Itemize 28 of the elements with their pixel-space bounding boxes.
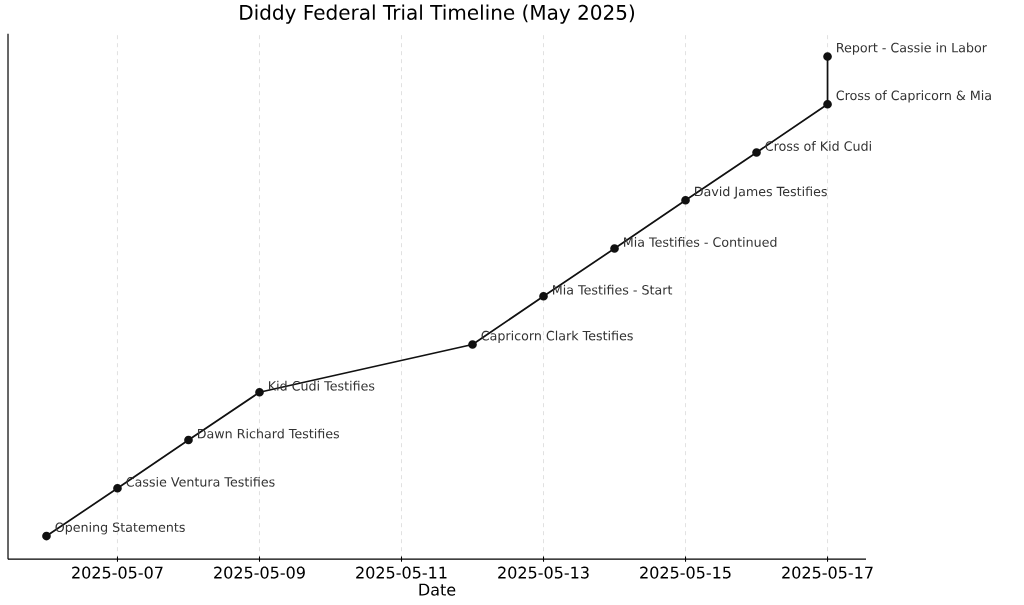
point bbox=[823, 100, 832, 109]
point bbox=[255, 388, 264, 397]
annotation: Cross of Capricorn & Mia bbox=[836, 90, 991, 103]
point bbox=[468, 340, 477, 350]
x-tick-label: 2025-05-11 bbox=[356, 566, 447, 579]
annotation: Cassie Ventura Testifies bbox=[126, 477, 275, 487]
annotation: Dawn Richard Testifies bbox=[197, 428, 340, 439]
chart-title: Diddy Federal Trial Timeline (May 2025) bbox=[240, 4, 635, 25]
point bbox=[752, 148, 761, 158]
point bbox=[184, 435, 193, 445]
point bbox=[113, 484, 122, 493]
x-tick-label: 2025-05-17 bbox=[782, 566, 873, 579]
annotation: Mia Testifies - Continued bbox=[624, 237, 777, 248]
x-axis-title: Date bbox=[419, 584, 456, 596]
x-tick-label: 2025-05-15 bbox=[640, 566, 731, 579]
annotation: Cross of Kid Cudi bbox=[765, 141, 871, 152]
point bbox=[610, 244, 619, 254]
x-tick-label: 2025-05-13 bbox=[498, 566, 589, 579]
x-tick-label: 2025-05-09 bbox=[214, 566, 305, 579]
point bbox=[42, 531, 51, 541]
point bbox=[539, 292, 548, 301]
point bbox=[823, 52, 832, 62]
annotation: Report - Cassie in Labor bbox=[837, 42, 987, 56]
x-tick-label: 2025-05-07 bbox=[72, 566, 163, 579]
annotation: Mia Testifies - Start bbox=[553, 285, 673, 295]
annotation: Opening Statements bbox=[55, 522, 185, 535]
annotation: Capricorn Clark Testifies bbox=[481, 330, 633, 344]
point bbox=[681, 196, 690, 205]
